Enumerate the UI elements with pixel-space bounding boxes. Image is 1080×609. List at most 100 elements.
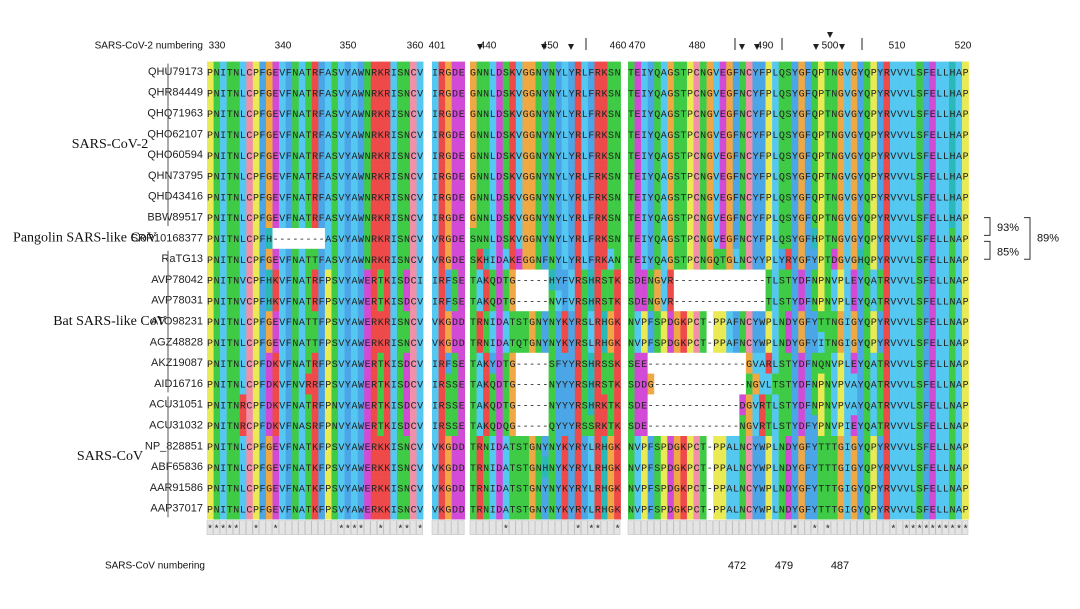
residue-cell [535, 82, 543, 104]
residue-cell [706, 269, 714, 291]
residue-cell [259, 144, 267, 166]
residue-cell [634, 186, 642, 208]
residue-cell [948, 207, 956, 229]
residue-cell [239, 290, 247, 312]
conservation-cell [594, 520, 601, 535]
residue-cell [568, 477, 576, 499]
residue-cell [246, 352, 254, 374]
residue-cell [739, 311, 747, 333]
residue-cell [700, 456, 707, 478]
residue-cell [496, 352, 504, 374]
residue-cell [410, 373, 417, 395]
residue-cell [817, 352, 825, 374]
residue-cell [876, 311, 884, 333]
residue-cell [713, 332, 720, 354]
residue-cell [752, 311, 760, 333]
residue-cell [922, 332, 930, 354]
residue-cell [628, 394, 635, 416]
residue-cell [496, 248, 504, 270]
residue-cell [739, 186, 747, 208]
residue-cell [798, 186, 806, 208]
residue-cell [574, 228, 582, 250]
residue-cell [528, 456, 536, 478]
residue-cell [614, 332, 621, 354]
residue-cell [377, 311, 385, 333]
residue-cell [213, 477, 221, 499]
residue-cell [370, 373, 378, 395]
residue-cell [324, 186, 332, 208]
residue-cell [700, 311, 707, 333]
sequence-block: VKGDD [432, 318, 465, 329]
residue-cell [857, 186, 865, 208]
residue-cell [390, 61, 398, 83]
residue-cell [654, 186, 662, 208]
residue-cell [265, 352, 273, 374]
residue-cell [883, 207, 891, 229]
residue-cell [351, 269, 358, 291]
conservation-cell [706, 520, 713, 535]
residue-cell [942, 373, 950, 395]
residue-cell [410, 228, 417, 250]
residue-cell [331, 290, 339, 312]
residue-cell [916, 144, 924, 166]
residue-cell [581, 352, 589, 374]
residue-cell [528, 228, 536, 250]
residue-cell [239, 269, 247, 291]
residue-cell [942, 352, 950, 374]
residue-cell [292, 498, 299, 520]
residue-cell [298, 394, 306, 416]
residue-cell [331, 82, 339, 104]
residue-cell [252, 124, 260, 146]
residue-cell [587, 248, 595, 270]
residue-cell [489, 456, 497, 478]
residue-cell [680, 415, 688, 437]
residue-cell [265, 124, 273, 146]
residue-cell [403, 228, 411, 250]
residue-cell [279, 124, 286, 146]
residue-cell [811, 144, 819, 166]
conservation-cell [922, 520, 929, 535]
residue-cell [765, 61, 773, 83]
residue-cell [745, 332, 753, 354]
residue-cell [948, 82, 956, 104]
residue-cell [922, 248, 930, 270]
residue-cell [909, 290, 917, 312]
residue-cell [528, 186, 536, 208]
residue-cell [673, 103, 681, 125]
residue-cell [226, 290, 234, 312]
residue-cell [432, 332, 439, 354]
residue-cell [383, 436, 391, 458]
residue-cell [568, 290, 576, 312]
residue-cell [680, 103, 688, 125]
residue-cell [876, 103, 884, 125]
residue-cell [870, 477, 878, 499]
residue-cell [213, 82, 221, 104]
residue-cell [594, 207, 602, 229]
residue-cell [896, 82, 904, 104]
residue-cell [817, 311, 825, 333]
residue-cell [246, 332, 254, 354]
sequence-block: IRFSE [432, 360, 465, 371]
marker [827, 32, 833, 38]
residue-cell [351, 103, 358, 125]
residue-cell [831, 82, 838, 104]
residue-cell [509, 311, 517, 333]
residue-cell [680, 332, 688, 354]
residue-cell [265, 290, 273, 312]
residue-cell [246, 144, 254, 166]
residue-cell [470, 373, 477, 395]
residue-cell [338, 186, 345, 208]
residue-cell [706, 248, 714, 270]
residue-cell [791, 311, 799, 333]
residue-cell [628, 248, 635, 270]
residue-cell [660, 373, 668, 395]
sequence-block: PNITNLCPFDKVFNVRRFPSVYAWERTKISDCV [207, 381, 423, 392]
residue-cell [298, 144, 306, 166]
residue-cell [451, 82, 459, 104]
residue-cell [581, 394, 589, 416]
residue-cell [883, 165, 891, 187]
residue-cell [857, 269, 865, 291]
conservation-cell [752, 520, 759, 535]
residue-cell [745, 477, 753, 499]
residue-cell [654, 477, 662, 499]
